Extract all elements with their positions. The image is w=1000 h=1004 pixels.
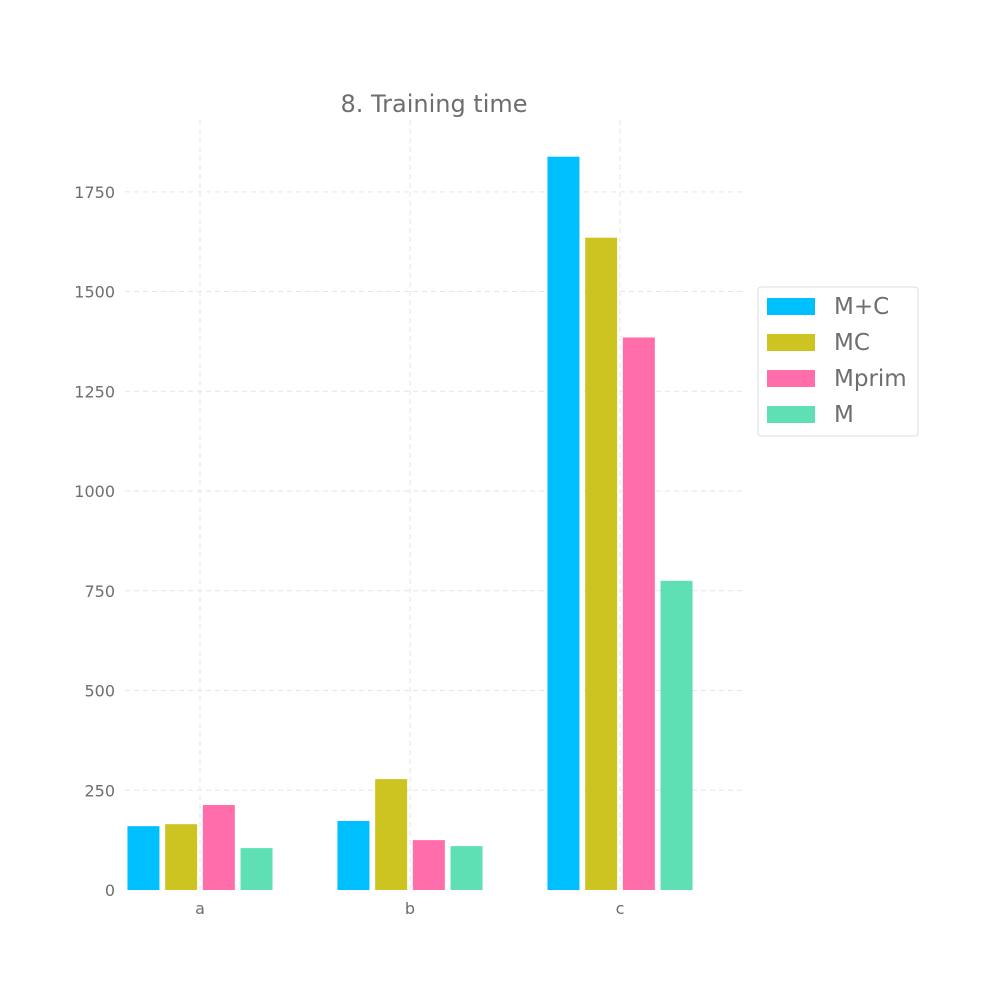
bar-mc-b [375,779,408,890]
y-tick-label: 500 [84,682,115,701]
legend-label: MC [834,330,870,356]
bar-m-c-c [547,156,580,891]
legend-swatch [767,370,815,387]
y-tick-label: 1000 [74,482,115,501]
bar-mprim-a [202,805,235,890]
x-axis: a b c [195,899,624,918]
legend-swatch [767,406,815,423]
y-tick-label: 1500 [74,283,115,302]
bar-m-c-b [337,820,370,890]
y-tick-label: 1250 [74,382,115,401]
legend-label: Mprim [834,366,907,392]
legend: M+C MC Mprim M [757,286,919,437]
bar-m-c [660,580,693,890]
bar-mprim-b [412,840,445,890]
bar-mc-a [165,824,198,890]
x-tick-label: c [616,899,625,918]
y-axis: 0 250 500 750 1000 1250 1500 1750 [74,183,115,900]
bars [127,156,693,891]
legend-label: M [834,402,854,428]
y-tick-label: 1750 [74,183,115,202]
chart-title: 8. Training time [340,90,527,118]
legend-box [757,286,919,437]
legend-swatch [767,298,815,315]
x-tick-label: a [195,899,205,918]
y-tick-label: 0 [105,881,115,900]
bar-mprim-c [622,337,655,890]
grid-lines [125,120,745,890]
legend-swatch [767,334,815,351]
y-tick-label: 750 [84,582,115,601]
legend-label: M+C [834,294,889,320]
bar-m-b [450,846,483,890]
bar-mc-c [585,237,618,890]
x-tick-label: b [405,899,415,918]
y-tick-label: 250 [84,781,115,800]
bar-m-a [240,848,273,890]
bar-m-c-a [127,826,160,890]
